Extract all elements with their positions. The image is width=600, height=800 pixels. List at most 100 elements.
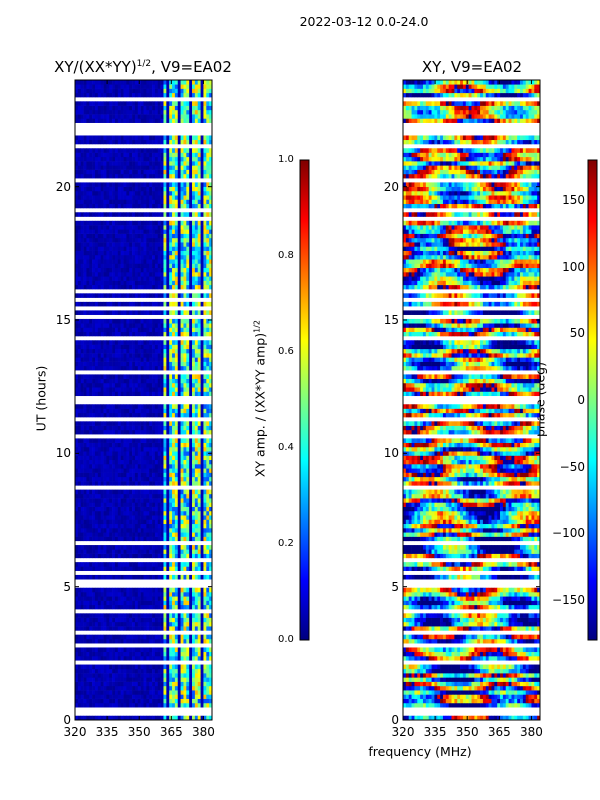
heatmap-cell [149,272,153,277]
heatmap-cell [134,272,139,277]
heatmap-cell [134,451,139,456]
heatmap-cell [112,515,116,520]
heatmap-cell [197,651,201,657]
heatmap-cell [86,690,90,695]
heatmap-cell [97,519,101,525]
heatmap-cell [160,545,164,550]
heatmap-cell [77,186,82,192]
heatmap-cell [186,212,190,217]
heatmap-cell [120,468,124,473]
heatmap-cell [117,442,121,448]
heatmap-cell [106,476,110,482]
heatmap-cell [166,280,170,286]
heatmap-cell [157,361,161,367]
heatmap-cell [203,246,207,251]
heatmap-cell [114,186,119,192]
heatmap-cell [206,715,210,721]
heatmap-cell [103,506,107,512]
heatmap-cell [183,190,187,196]
heatmap-cell [163,412,167,418]
heatmap-cell [94,242,99,247]
heatmap-cell [194,246,199,251]
heatmap-cell [197,344,201,350]
heatmap-cell [92,498,96,503]
heatmap-cell [197,523,201,529]
heatmap-cell [120,425,124,431]
heatmap-cell [100,698,104,704]
heatmap-cell [114,455,119,461]
heatmap-cell [83,510,87,516]
heatmap-cell [169,519,173,525]
heatmap-cell [89,169,93,175]
heatmap-cell [183,502,187,507]
heatmap-cell [203,212,207,217]
heatmap-cell [132,604,136,610]
heatmap-cell [137,340,141,345]
heatmap-cell [83,327,87,333]
heatmap-cell [77,562,82,567]
heatmap-cell [109,361,113,367]
heatmap-cell [174,412,179,418]
heatmap-cell [112,438,116,443]
heatmap-cell [209,353,213,358]
heatmap-cell [186,391,190,397]
heatmap-cell [123,344,127,350]
heatmap-cell [86,169,90,175]
heatmap-cell [132,361,136,367]
heatmap-cell [157,327,161,333]
heatmap-cell [120,293,124,298]
heatmap-cell [112,276,116,281]
heatmap-cell [194,510,199,516]
heatmap-cell [160,600,164,606]
heatmap-cell [137,455,141,461]
heatmap-cell [209,617,213,623]
heatmap-cell [209,391,213,397]
heatmap-cell [186,464,190,469]
heatmap-cell [123,617,127,623]
heatmap-cell [192,246,196,251]
heatmap-cell [129,468,133,473]
heatmap-cell [149,596,153,601]
heatmap-cell [83,574,87,580]
heatmap-cell [186,545,190,550]
heatmap-cell [197,199,201,205]
heatmap-cell [163,634,167,640]
heatmap-cell [137,246,141,251]
heatmap-cell [203,515,207,520]
heatmap-cell [197,574,201,580]
heatmap-cell [192,284,196,290]
heatmap-cell [123,574,127,580]
heatmap-cell [152,510,156,516]
heatmap-cell [206,212,210,217]
heatmap-cell [166,617,170,623]
heatmap-cell [129,203,133,209]
heatmap-cell [120,323,124,328]
heatmap-cell [163,212,167,217]
heatmap-cell [189,715,193,721]
heatmap-cell [209,651,213,657]
heatmap-cell [192,169,196,175]
heatmap-cell [112,195,116,200]
heatmap-cell [183,408,187,414]
heatmap-cell [75,169,79,175]
heatmap-cell [134,438,139,443]
heatmap-cell [166,566,170,571]
heatmap-cell [197,425,201,431]
heatmap-cell [206,374,210,379]
heatmap-cell [163,502,167,507]
heatmap-cell [174,182,179,187]
heatmap-cell [80,600,84,606]
heatmap-cell [209,190,213,196]
heatmap-cell [209,621,213,627]
heatmap-cell [169,169,173,175]
heatmap-cell [177,506,181,512]
heatmap-cell [180,267,184,273]
heatmap-cell [120,438,124,443]
heatmap-cell [100,690,104,695]
heatmap-cell [134,549,139,554]
heatmap-cell [172,455,176,461]
heatmap-cell [177,656,181,661]
heatmap-cell [160,425,164,431]
heatmap-cell [183,195,187,200]
heatmap-cell [103,327,107,333]
